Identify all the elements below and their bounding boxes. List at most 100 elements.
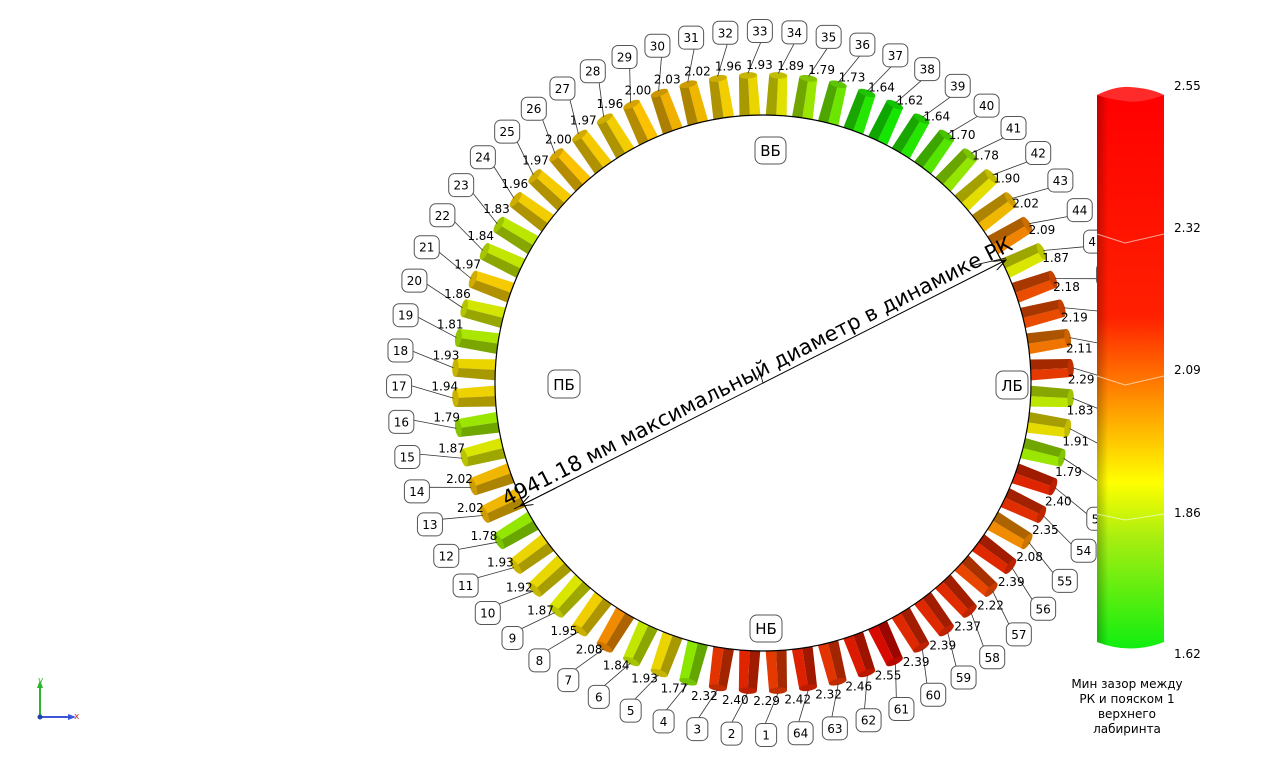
gap-value-label: 2.18 [1053,280,1080,294]
point-number-box: 35 [816,25,841,48]
gap-cone [739,649,761,694]
gap-value-label: 1.96 [501,177,528,191]
point-number: 59 [956,671,971,685]
point-number: 55 [1057,574,1072,588]
gap-value-label: 2.08 [1016,550,1043,564]
point-number-box: 2 [721,722,742,745]
gap-value-label: 2.19 [1061,310,1088,324]
point-number: 36 [855,38,870,52]
point-number-box: 54 [1071,539,1096,562]
colorbar-tick-0: 2.55 [1174,79,1201,93]
point-number: 54 [1076,544,1091,558]
gap-value-label: 2.32 [815,687,842,701]
gap-cone [650,87,683,135]
svg-text:ПБ: ПБ [553,376,575,394]
point-number-box: 38 [915,58,940,81]
gap-value-label: 1.62 [897,94,924,108]
point-number-box: 12 [434,544,459,567]
point-number: 39 [950,79,965,93]
point-number: 63 [827,722,842,736]
point-number: 6 [595,690,603,704]
gap-value-label: 2.09 [1029,223,1056,237]
point-number-box: 10 [475,601,500,624]
point-number: 12 [439,549,454,563]
gap-value-label: 1.95 [551,624,578,638]
point-number-box: 24 [470,146,495,169]
point-number-box: 61 [889,698,914,721]
gap-value-label: 1.97 [570,113,597,127]
point-number-box: 26 [521,97,546,120]
point-number-box: 8 [529,649,550,672]
point-number: 30 [650,39,665,53]
point-number: 41 [1006,122,1021,136]
gap-value-label: 2.02 [684,65,711,79]
point-number: 42 [1031,147,1046,161]
point-number-box: 15 [395,446,420,469]
point-number-box: 40 [974,94,999,117]
point-number: 8 [536,654,544,668]
point-number-box: 13 [417,513,442,536]
point-number: 26 [526,102,541,116]
point-number: 38 [920,63,935,77]
gap-value-label: 2.39 [929,639,956,653]
point-number: 64 [793,727,808,741]
point-number: 18 [393,344,408,358]
point-number: 11 [458,579,473,593]
point-number: 60 [926,688,941,702]
color-bar-shade [1097,95,1125,648]
colorbar-caption-line-2: РК и пояском 1 [1064,692,1190,707]
gap-cone [454,412,501,438]
colorbar-tick-2: 2.09 [1174,363,1201,377]
point-number-box: 44 [1067,199,1092,222]
colorbar-caption-line-1: Мин зазор между [1064,677,1190,692]
axis-triad: y x [37,676,80,722]
point-number-box: 3 [687,718,708,741]
gap-value-label: 1.93 [433,348,460,362]
point-number-box: 14 [404,480,429,503]
leader-line [457,542,498,549]
point-number-box: 20 [402,269,427,292]
gap-value-label: 1.91 [1062,435,1089,449]
point-number-box: 25 [495,120,520,143]
gap-cone [679,639,709,687]
gap-value-label: 2.40 [722,693,749,707]
leader-line [1043,247,1085,251]
point-number-box: 33 [747,19,772,42]
point-number-box: 36 [850,33,875,56]
gap-value-label: 2.02 [446,472,473,486]
point-number: 1 [762,729,770,743]
svg-text:ВБ: ВБ [760,142,781,160]
point-number: 56 [1035,602,1050,616]
gap-value-label: 1.83 [483,202,510,216]
gap-cone [818,639,848,687]
point-number-box: 17 [387,375,412,398]
point-number-box: 21 [414,236,439,259]
point-number-box: 37 [883,44,908,67]
gap-value-label: 2.32 [691,689,718,703]
axis-y-label: y [38,676,44,686]
gap-cone [459,438,507,468]
gap-value-label: 1.73 [839,70,866,84]
gap-value-label: 1.79 [808,63,835,77]
gap-value-label: 1.87 [527,604,554,618]
point-number-box: 59 [951,666,976,689]
gap-value-label: 1.79 [1055,465,1082,479]
leader-line [441,515,483,519]
gap-value-label: 1.77 [661,682,688,696]
gap-value-label: 2.46 [845,679,872,693]
point-number: 31 [683,31,698,45]
gap-value-label: 1.64 [923,109,950,123]
point-number-box: 4 [653,710,674,733]
gap-value-label: 2.29 [753,694,780,708]
gap-value-label: 2.29 [1068,372,1095,386]
gap-value-label: 1.93 [631,671,658,685]
point-number: 13 [422,518,437,532]
gap-value-label: 2.11 [1066,341,1093,355]
gap-value-label: 2.08 [576,643,603,657]
gap-value-label: 2.02 [1012,196,1039,210]
gap-value-label: 2.00 [625,83,652,97]
gap-value-label: 1.70 [949,128,976,142]
point-number-box: 63 [822,717,847,740]
